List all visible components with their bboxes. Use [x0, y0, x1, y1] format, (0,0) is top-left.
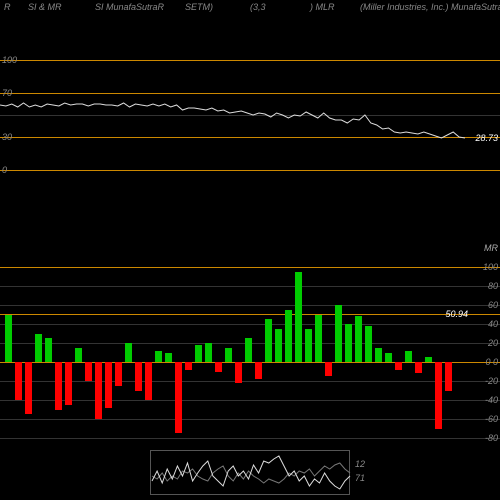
mr-bar — [105, 362, 112, 408]
mr-bar — [255, 362, 262, 379]
header-item: SI MunafaSutraR — [95, 2, 164, 12]
mr-bar — [155, 351, 162, 362]
mr-bar — [355, 316, 362, 362]
mr-bar — [275, 329, 282, 362]
mr-bar — [265, 319, 272, 362]
mr-bar — [5, 315, 12, 363]
mr-midlabel: 50.94 — [445, 309, 468, 319]
gridline — [0, 170, 500, 171]
rsi-panel: 1007030028.73 — [0, 60, 500, 170]
mr-panel: MR50.94100806040200 0-20-40-60-80 — [0, 255, 500, 445]
mr-bar — [165, 353, 172, 363]
ytick-label: 20 — [488, 338, 498, 348]
mr-bar — [215, 362, 222, 372]
gridline — [0, 362, 500, 363]
mr-bar — [205, 343, 212, 362]
ytick-label: -80 — [485, 433, 498, 443]
chart-container: R SI & MR SI MunafaSutraR SETM) (3,3 ) M… — [0, 0, 500, 500]
mr-bar — [175, 362, 182, 433]
ytick-label: -40 — [485, 395, 498, 405]
gridline — [0, 400, 500, 401]
mr-bar — [135, 362, 142, 391]
mr-bar — [415, 362, 422, 373]
header-item: (Miller Industries, Inc.) MunafaSutra.co… — [360, 2, 500, 12]
ytick-label: 100 — [483, 262, 498, 272]
gridline — [0, 381, 500, 382]
mini-tick: 12 — [355, 459, 365, 469]
mr-bar — [225, 348, 232, 362]
mr-bar — [45, 338, 52, 362]
header-item: SI & MR — [28, 2, 62, 12]
mr-bar — [325, 362, 332, 376]
rsi-line-chart — [0, 60, 470, 170]
mr-bar — [115, 362, 122, 386]
mr-bar — [185, 362, 192, 370]
mr-bar — [245, 338, 252, 362]
rsi-endlabel: 28.73 — [475, 133, 498, 143]
mr-midline — [0, 314, 500, 315]
header-item: SETM) — [185, 2, 213, 12]
gridline — [0, 286, 500, 287]
ytick-label: 40 — [488, 319, 498, 329]
mr-bar — [315, 315, 322, 363]
gridline — [0, 267, 500, 268]
gridline — [0, 419, 500, 420]
ytick-label: -20 — [485, 376, 498, 386]
ytick-label: 80 — [488, 281, 498, 291]
mini-tick: 71 — [355, 473, 365, 483]
chart-header: R SI & MR SI MunafaSutraR SETM) (3,3 ) M… — [0, 2, 500, 16]
ytick-label: -60 — [485, 414, 498, 424]
ytick-label: 60 — [488, 300, 498, 310]
mr-bar — [365, 326, 372, 362]
mini-panel: 1271 — [150, 450, 350, 495]
mr-bar — [65, 362, 72, 405]
mr-bar — [75, 348, 82, 362]
mr-bar — [445, 362, 452, 391]
mr-bar — [295, 272, 302, 362]
mr-bar — [285, 310, 292, 362]
mr-bar — [375, 348, 382, 362]
mr-bar — [15, 362, 22, 400]
mr-bar — [85, 362, 92, 381]
header-item: R — [4, 2, 11, 12]
gridline — [0, 438, 500, 439]
mr-bar — [35, 334, 42, 363]
gridline — [0, 305, 500, 306]
mr-bar — [235, 362, 242, 383]
mr-bar — [405, 351, 412, 362]
mr-bar — [385, 353, 392, 363]
mr-bar — [335, 305, 342, 362]
mr-bar — [395, 362, 402, 370]
header-item: (3,3 — [250, 2, 266, 12]
mini-chart — [151, 451, 351, 496]
mr-bar — [345, 324, 352, 362]
mr-bar — [95, 362, 102, 419]
mr-bar — [125, 343, 132, 362]
mr-bar — [435, 362, 442, 429]
mr-bar — [145, 362, 152, 400]
header-item: ) MLR — [310, 2, 335, 12]
gridline — [0, 324, 500, 325]
mr-bar — [55, 362, 62, 410]
mr-bar — [425, 357, 432, 362]
mr-bar — [195, 345, 202, 362]
mr-label: MR — [484, 243, 498, 253]
mr-bar — [305, 329, 312, 362]
mr-bar — [25, 362, 32, 414]
ytick-label: 0 0 — [485, 357, 498, 367]
